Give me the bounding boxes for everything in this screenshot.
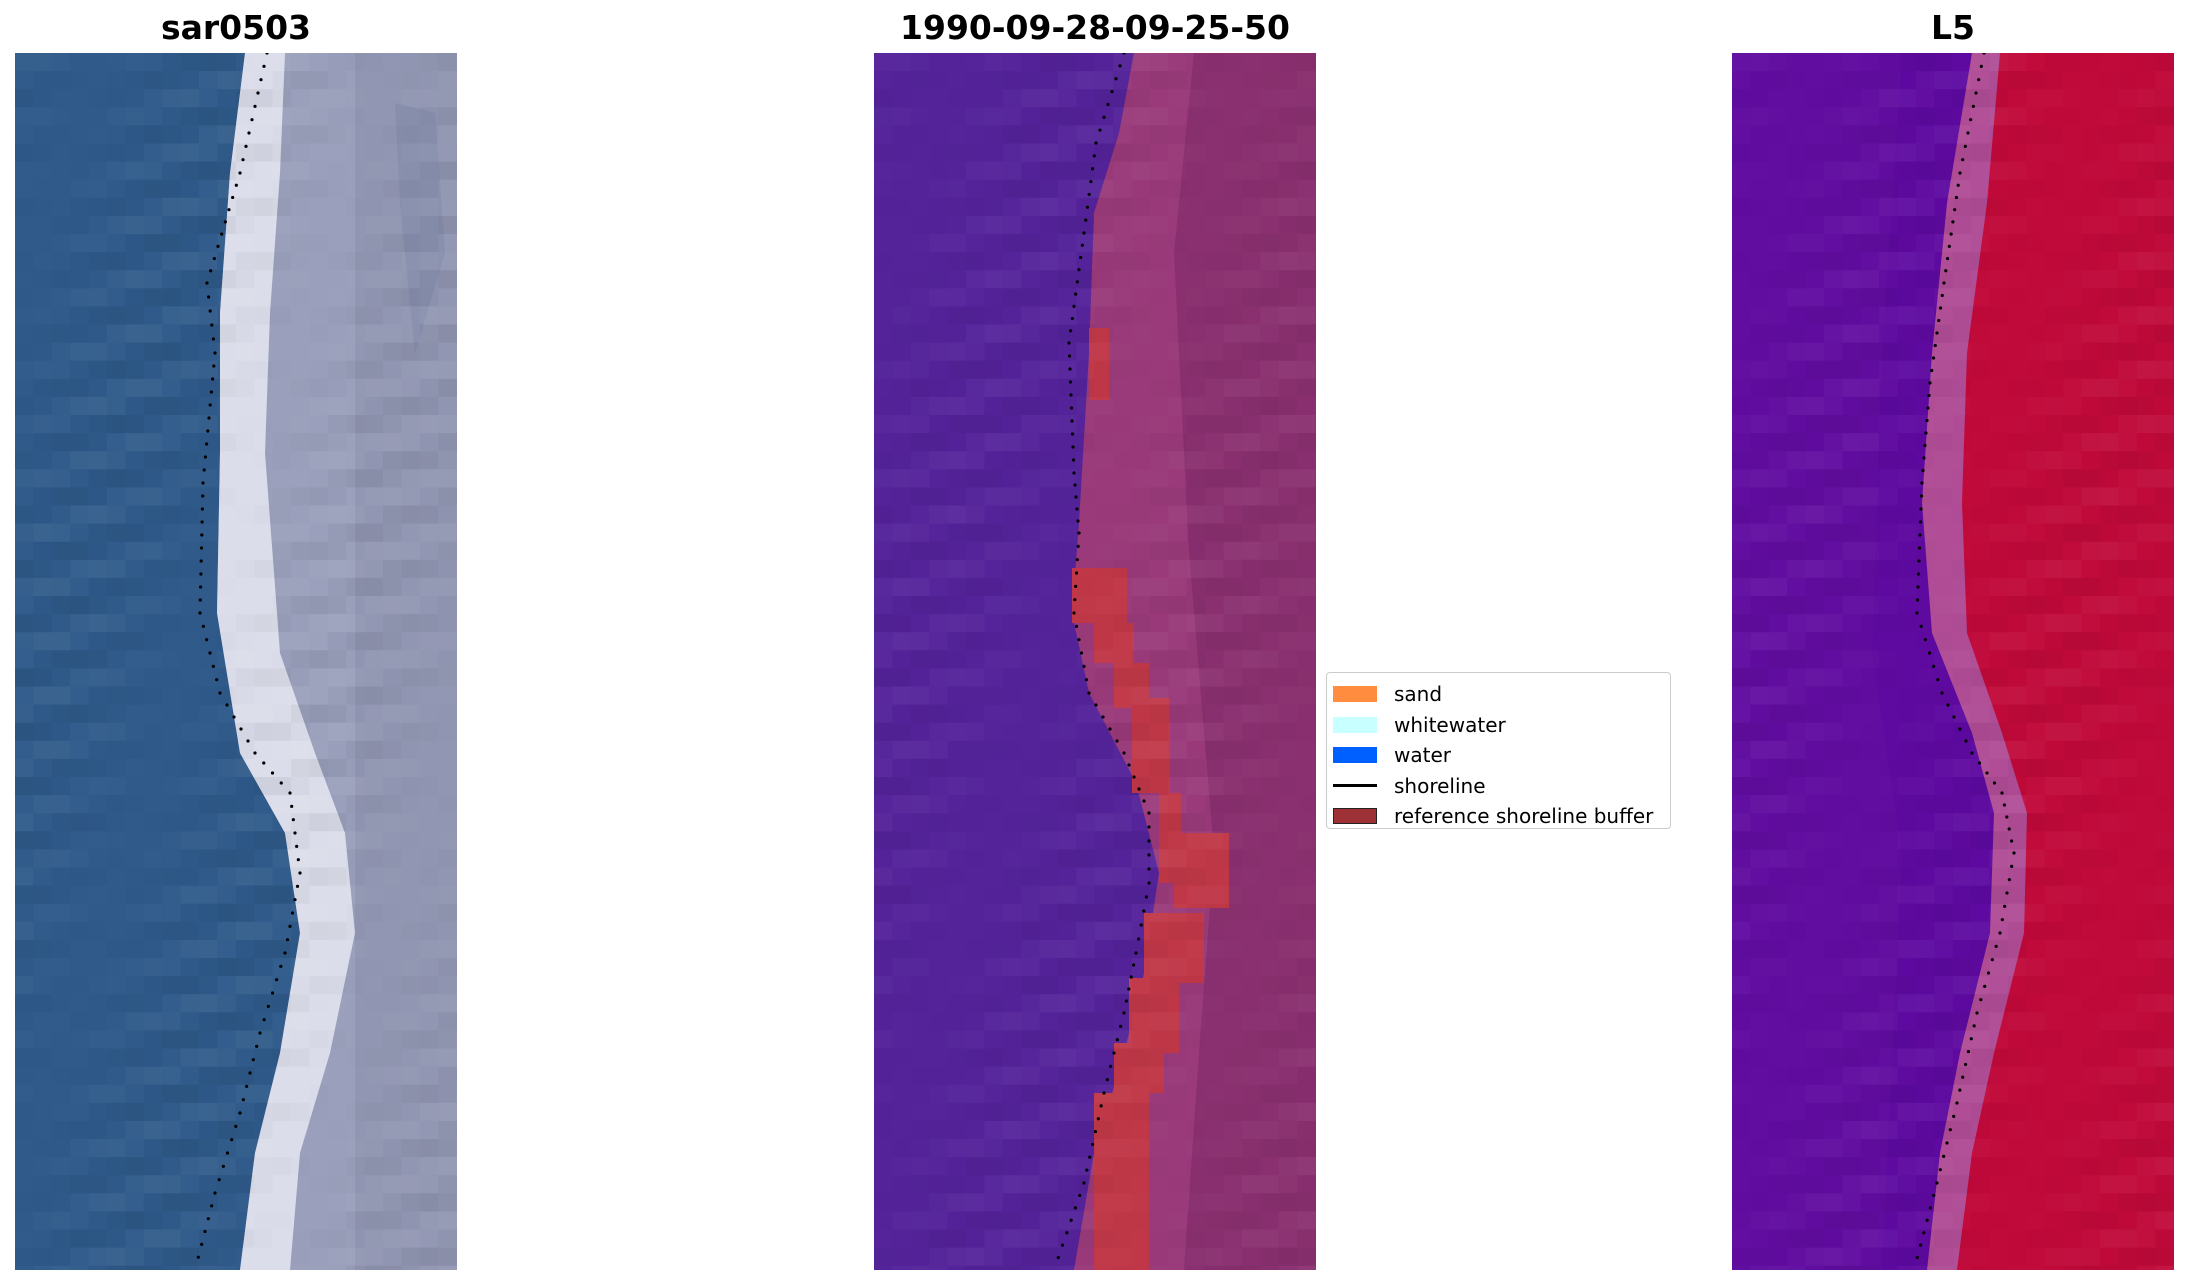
legend-entry-reference-buffer: reference shoreline buffer	[1327, 801, 1670, 832]
buffer-cell	[1114, 1043, 1164, 1093]
index-image-panel	[1732, 53, 2174, 1270]
buffer-cell	[1094, 1093, 1149, 1270]
classified-image-panel	[874, 53, 1316, 1270]
legend-entry-sand: sand	[1327, 679, 1670, 710]
rgb-image-panel	[15, 53, 457, 1270]
legend-entry-whitewater: whitewater	[1327, 710, 1670, 741]
panel-title-index: L5	[1931, 8, 1975, 47]
buffer-cell	[1089, 328, 1109, 400]
legend-label-shoreline: shoreline	[1394, 773, 1486, 798]
pixel-grid	[15, 53, 457, 1270]
legend-label-sand: sand	[1394, 682, 1443, 707]
legend-label-water: water	[1394, 743, 1451, 768]
buffer-cell	[1144, 913, 1204, 983]
buffer-cell	[1132, 698, 1170, 793]
legend-entry-water: water	[1327, 740, 1670, 771]
sand-swatch	[1333, 686, 1377, 703]
pixel-grid	[874, 53, 1316, 1270]
buffer-cell	[1129, 978, 1179, 1053]
legend-label-whitewater: whitewater	[1394, 712, 1506, 737]
legend-entry-shoreline: shoreline	[1327, 771, 1670, 802]
panel-title-classified: 1990-09-28-09-25-50	[900, 8, 1290, 47]
buffer-cell	[1174, 833, 1229, 908]
pixel-grid	[1732, 53, 2174, 1270]
buffer-cell	[1094, 623, 1134, 663]
shoreline-dots	[196, 53, 302, 1259]
rgb-image	[15, 53, 457, 1270]
panel-title-rgb: sar0503	[160, 8, 312, 47]
water-swatch	[1333, 747, 1377, 764]
shoreline-dots	[1056, 53, 1151, 1260]
reference-buffer-swatch	[1333, 808, 1377, 825]
classified-image	[874, 53, 1316, 1270]
shoreline-line-sample	[1333, 784, 1377, 788]
whitewater-swatch	[1333, 716, 1377, 733]
buffer-cell	[1072, 568, 1127, 623]
shoreline-dots	[1915, 53, 2016, 1260]
legend-label-reference-buffer: reference shoreline buffer	[1394, 804, 1654, 829]
legend: sand whitewater water shoreline referenc…	[1326, 672, 1671, 829]
index-image	[1732, 53, 2174, 1270]
